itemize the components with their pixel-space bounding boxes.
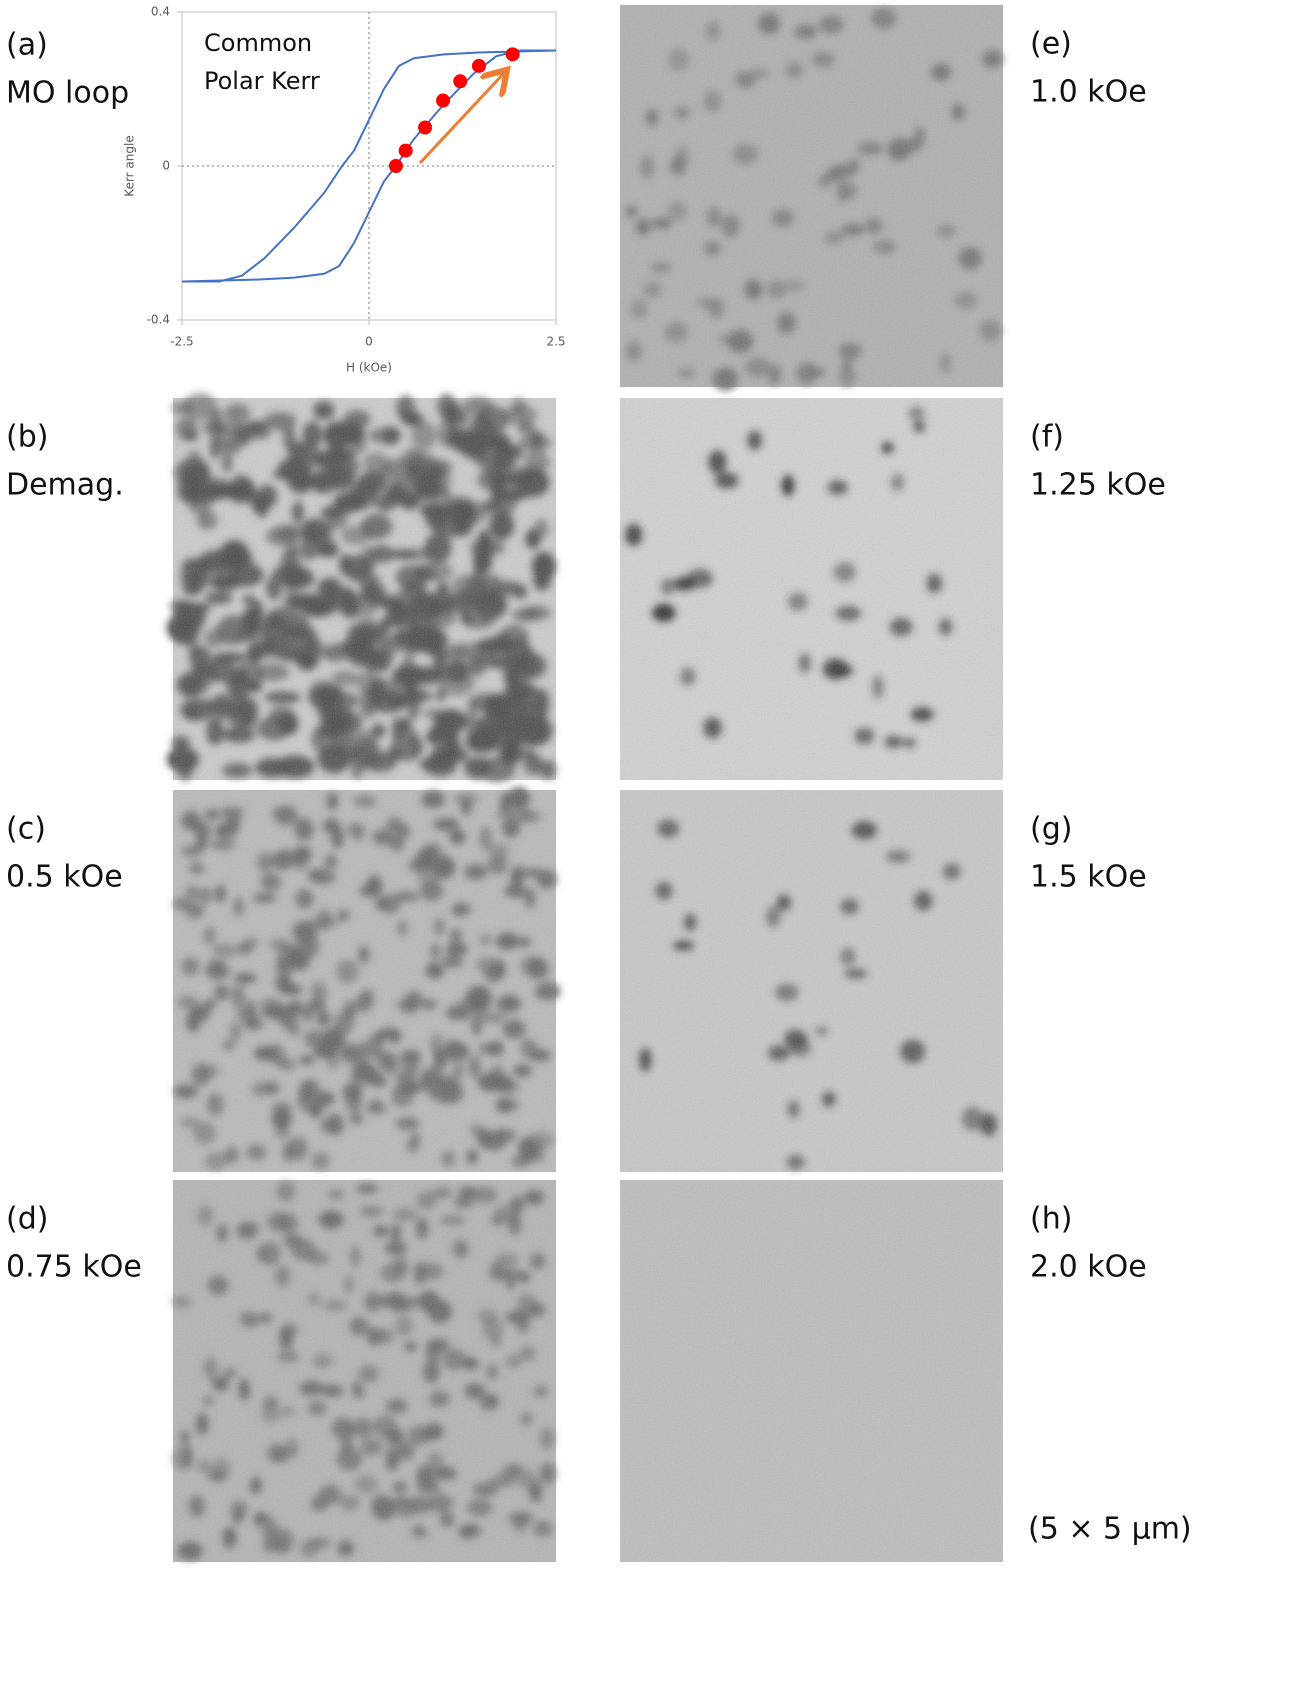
scale-note: (5 × 5 μm) xyxy=(1028,1512,1192,1547)
arrow xyxy=(418,72,505,165)
field-point xyxy=(471,58,486,73)
y-axis-label: Kerr angle xyxy=(123,135,137,196)
x-tick-label: 2.5 xyxy=(546,335,565,349)
x-tick-label: -2.5 xyxy=(170,335,193,349)
loop-line xyxy=(182,49,557,283)
grain xyxy=(173,398,556,780)
panel-label: (b) xyxy=(6,420,48,455)
field-point xyxy=(418,120,433,135)
y-tick-label: 0 xyxy=(162,159,170,173)
field-point xyxy=(453,74,468,89)
panel-label: (f) xyxy=(1030,420,1064,455)
loop-line xyxy=(181,49,556,283)
panel-caption: MO loop xyxy=(6,76,129,111)
grain xyxy=(620,5,1003,387)
panel-caption: 0.5 kOe xyxy=(6,860,123,895)
panel-caption: 1.5 kOe xyxy=(1030,860,1147,895)
panel-caption: 2.0 kOe xyxy=(1030,1250,1147,1285)
panel-label: (a) xyxy=(6,28,48,63)
panel-label: (h) xyxy=(1030,1202,1072,1237)
y-tick-label: -0.4 xyxy=(147,313,170,327)
micrograph xyxy=(620,398,1003,780)
x-axis-label: H (kOe) xyxy=(346,361,392,375)
x-tick-label: 0 xyxy=(365,335,373,349)
panel-caption: 0.75 kOe xyxy=(6,1250,142,1285)
panel-caption: Demag. xyxy=(6,468,124,503)
field-point xyxy=(436,93,451,108)
grain xyxy=(620,1180,1003,1562)
panel-label: (g) xyxy=(1030,812,1072,847)
grain xyxy=(173,790,556,1172)
annotation: Common xyxy=(204,29,312,57)
field-point xyxy=(388,159,403,173)
panel-caption: 1.0 kOe xyxy=(1030,75,1147,110)
annotation: Polar Kerr xyxy=(204,67,320,95)
panel-caption: 1.25 kOe xyxy=(1030,468,1166,503)
micrograph xyxy=(620,5,1003,391)
panel-label: (e) xyxy=(1030,27,1072,62)
panel-label: (d) xyxy=(6,1202,48,1237)
panel-label: (c) xyxy=(6,812,46,847)
root: (a) MO loop -2.5 0 2.5 -0.4 0 0.4 H (kOe) Kerr an… xyxy=(6,5,1192,1562)
micrograph xyxy=(166,392,556,782)
y-tick-label: 0.4 xyxy=(151,5,170,19)
field-point xyxy=(398,143,413,158)
grain xyxy=(620,398,1003,780)
grain xyxy=(620,790,1003,1172)
micrograph xyxy=(171,1180,556,1562)
micrograph xyxy=(620,1180,1003,1562)
micrograph xyxy=(173,787,561,1172)
micrograph xyxy=(620,790,1003,1172)
field-point xyxy=(505,47,520,62)
grain xyxy=(173,1180,556,1562)
